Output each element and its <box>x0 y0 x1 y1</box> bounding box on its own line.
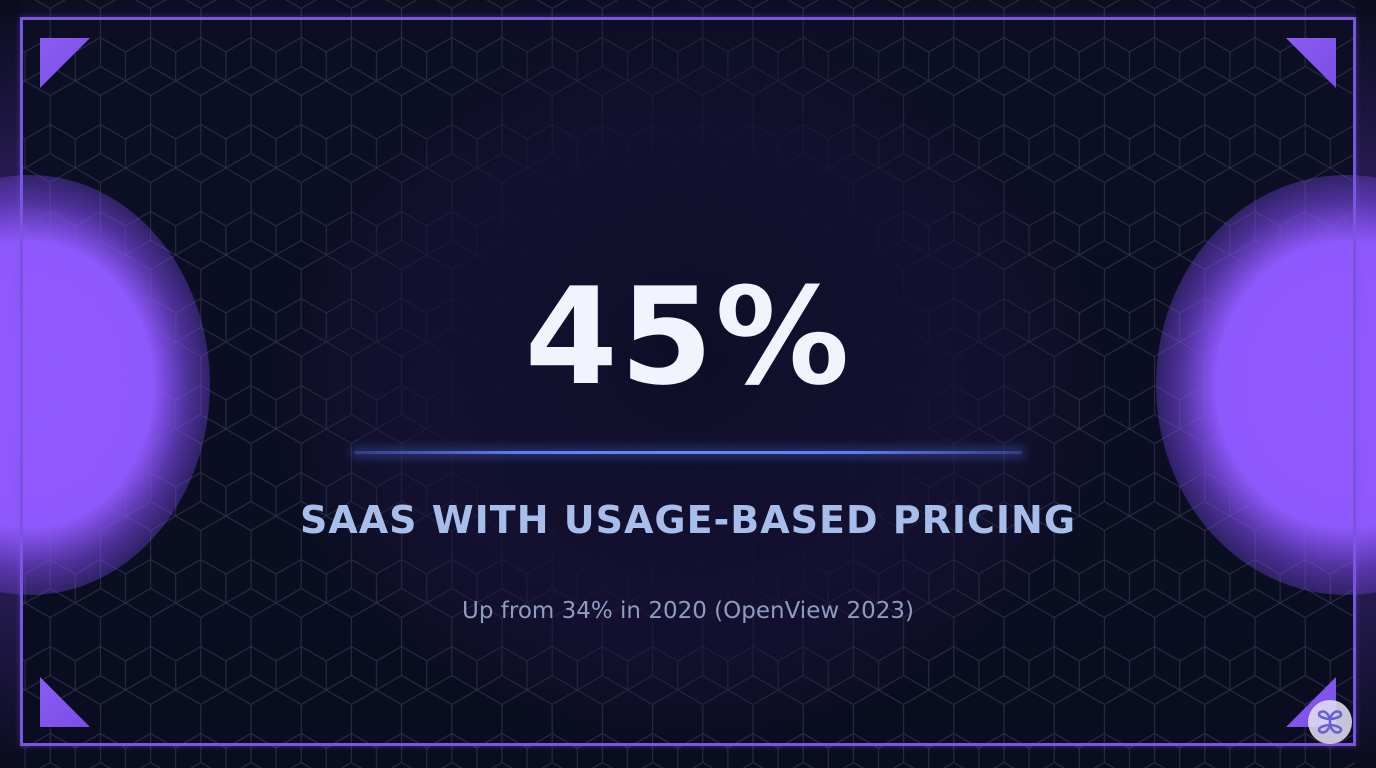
command-key-icon <box>1317 710 1343 734</box>
glow-divider <box>354 451 1022 454</box>
stat-source: Up from 34% in 2020 (OpenView 2023) <box>462 598 914 624</box>
stat-label: SAAS WITH USAGE-BASED PRICING <box>299 498 1077 542</box>
slide-frame <box>20 17 1356 746</box>
command-badge-button[interactable] <box>1308 700 1352 744</box>
stat-value: 45% <box>524 259 852 415</box>
